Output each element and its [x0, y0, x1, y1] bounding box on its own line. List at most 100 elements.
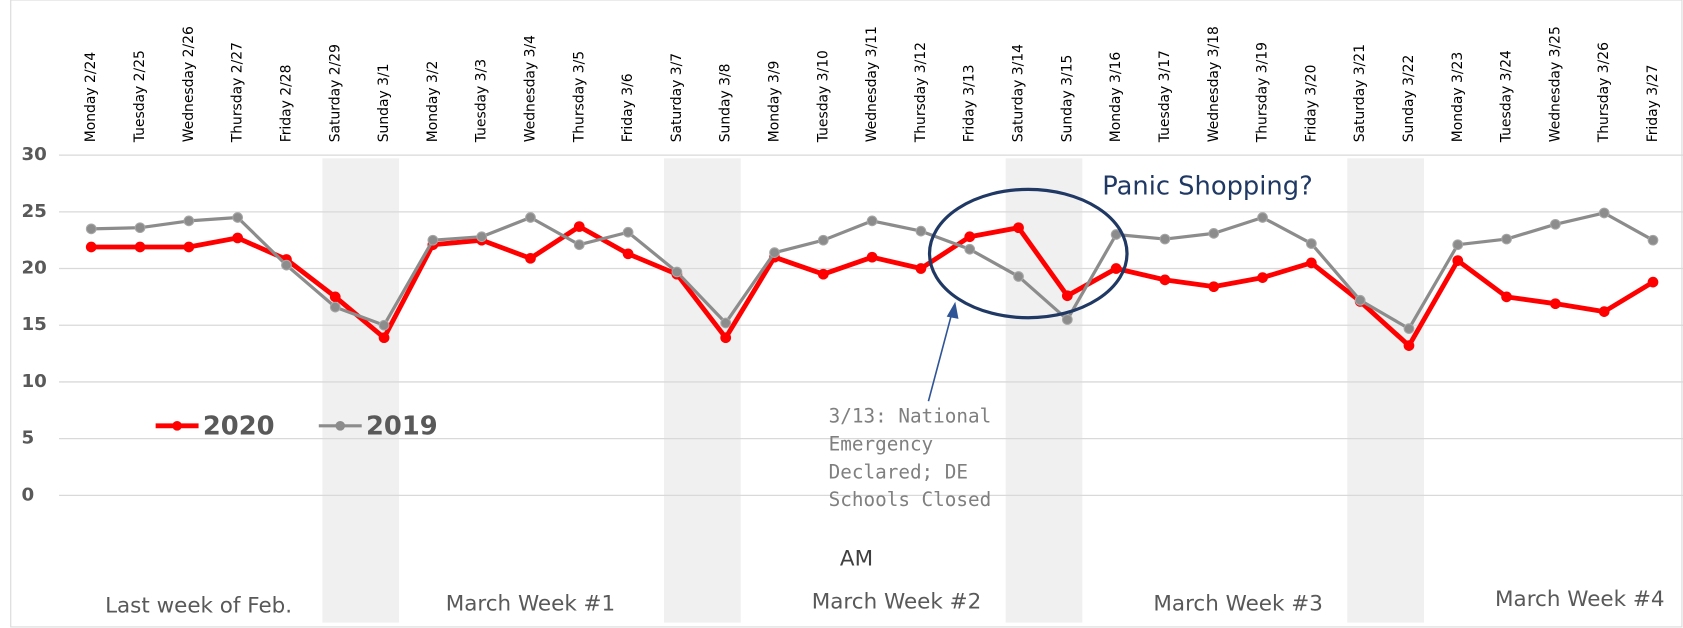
x-tick-label: Monday 3/23: [1450, 52, 1466, 143]
point: [1598, 306, 1610, 317]
point: [964, 231, 976, 243]
point: [1013, 222, 1024, 234]
week-label: March Week #2: [812, 589, 981, 614]
point: [1501, 291, 1512, 303]
point: [85, 223, 97, 235]
point: [1452, 255, 1464, 266]
point: [525, 212, 536, 223]
x-axis-label: AM: [840, 547, 873, 572]
point: [915, 263, 927, 274]
point: [1354, 294, 1366, 306]
x-tick-label: Friday 3/13: [962, 65, 978, 143]
point: [671, 266, 683, 278]
x-tick-label: Sunday 3/1: [376, 63, 392, 142]
point: [183, 241, 195, 253]
point: [622, 226, 634, 238]
point: [1110, 263, 1122, 274]
legend-marker: [335, 420, 346, 431]
legend-label: 2019: [366, 411, 438, 441]
x-tick-label: Wednesday 3/18: [1206, 26, 1222, 142]
point: [378, 319, 390, 331]
point: [427, 234, 439, 246]
point: [720, 317, 732, 329]
x-tick-label: Thursday 3/12: [913, 42, 929, 143]
x-tick-label: Friday 3/20: [1303, 65, 1319, 143]
week-label: March Week #1: [446, 591, 615, 616]
point: [1403, 323, 1415, 334]
point: [329, 301, 341, 313]
point: [1208, 281, 1220, 293]
point: [1257, 212, 1268, 223]
x-tick-label: Sunday 3/15: [1059, 55, 1075, 143]
x-tick-label: Thursday 3/26: [1596, 42, 1612, 143]
point: [866, 215, 878, 227]
point: [378, 332, 390, 344]
point: [1159, 233, 1171, 245]
point: [1550, 218, 1561, 230]
point: [769, 247, 780, 259]
x-tick-label: Tuesday 3/3: [474, 59, 490, 143]
x-tick-label: Monday 3/9: [766, 61, 782, 143]
x-tick-label: Saturday 2/29: [327, 44, 343, 142]
x-tick-label: Monday 3/2: [425, 61, 441, 143]
point: [1257, 272, 1268, 283]
point: [1208, 228, 1220, 239]
frame: [10, 0, 1683, 628]
x-tick-label: Tuesday 2/25: [132, 50, 148, 143]
x-tick-label: Tuesday 3/17: [1157, 50, 1173, 143]
annotation-arrow: [927, 312, 953, 402]
point: [134, 241, 146, 253]
x-tick-label: Saturday 3/21: [1352, 44, 1368, 142]
point: [1550, 298, 1561, 310]
point: [866, 251, 878, 263]
y-tick-label: 10: [21, 371, 46, 392]
point: [281, 259, 292, 271]
point: [329, 291, 341, 303]
weekend-bands: [322, 158, 1424, 623]
point: [1061, 314, 1073, 325]
x-tick-label: Saturday 3/7: [669, 53, 685, 142]
x-tick-label: Thursday 3/5: [571, 51, 587, 143]
arrow-head: [946, 301, 959, 319]
x-tick-label: Sunday 3/22: [1401, 55, 1417, 143]
y-tick-label: 15: [21, 314, 46, 335]
x-tick-label: Wednesday 3/25: [1547, 26, 1563, 142]
point: [1305, 257, 1317, 269]
x-tick-label: Thursday 2/27: [230, 42, 246, 143]
weekend-band: [664, 158, 741, 623]
y-tick-label: 5: [21, 428, 34, 449]
x-tick-label: Wednesday 3/4: [522, 35, 538, 142]
x-tick-label: Friday 2/28: [278, 65, 294, 143]
point: [573, 239, 585, 251]
x-tick-label: Friday 3/27: [1645, 65, 1661, 143]
weekend-band: [1005, 158, 1083, 623]
x-tick-label: Monday 2/24: [83, 52, 99, 143]
point: [1159, 274, 1171, 286]
point: [476, 231, 488, 243]
y-tick-label: 30: [21, 144, 46, 165]
x-tick-label: Monday 3/16: [1108, 52, 1124, 143]
x-tick-label: Wednesday 3/11: [864, 26, 880, 142]
emergency-annotation: 3/13: National: [829, 405, 992, 428]
point: [1598, 207, 1610, 219]
point: [622, 248, 634, 260]
point: [1501, 233, 1512, 245]
x-tick-label: Sunday 3/8: [718, 63, 734, 142]
weekend-band: [1347, 158, 1424, 623]
point: [525, 252, 536, 264]
x-tick-label: Tuesday 3/24: [1499, 50, 1515, 143]
y-tick-label: 25: [21, 201, 46, 222]
point: [85, 241, 97, 253]
x-tick-label: Friday 3/6: [620, 73, 636, 142]
point: [964, 243, 976, 255]
emergency-annotation: Declared; DE: [829, 460, 968, 483]
point: [817, 268, 829, 280]
highlight-ellipse: [927, 187, 1129, 320]
point: [1452, 239, 1464, 251]
emergency-annotation: Emergency: [829, 433, 934, 456]
point: [1647, 276, 1659, 288]
point: [183, 215, 195, 227]
y-tick-label: 0: [21, 484, 34, 505]
x-tick-label: Thursday 3/19: [1255, 42, 1271, 143]
